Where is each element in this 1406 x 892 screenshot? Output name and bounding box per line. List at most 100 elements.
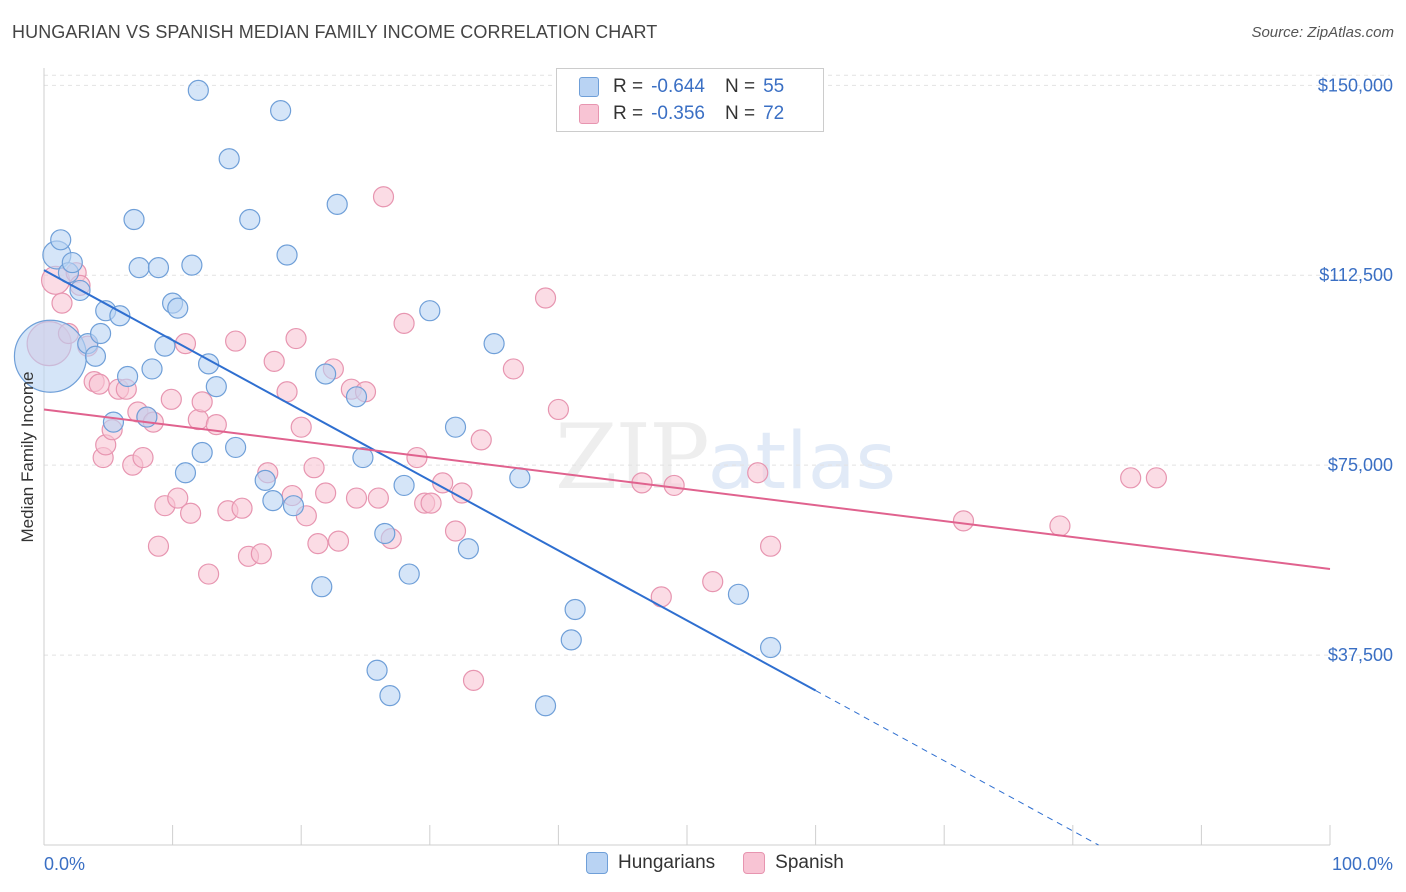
hungarians-point [116, 365, 139, 388]
y-tick-label: $37,500 [1328, 645, 1393, 665]
spanish-point [470, 429, 492, 451]
series-swatch-spanish [743, 852, 766, 874]
legend-r-label: R = [613, 103, 644, 124]
hungarians-point [727, 583, 750, 605]
spanish-point [747, 462, 769, 484]
hungarians-point [374, 522, 396, 545]
hungarians-point [225, 436, 247, 459]
legend-r-value: -0.644 [651, 76, 705, 97]
hungarians-point [254, 469, 276, 491]
spanish-point [147, 535, 170, 557]
spanish-point [393, 312, 415, 334]
trend-layer [43, 269, 1331, 846]
series-swatch-hungarians [586, 852, 608, 874]
hungarians-point [311, 576, 333, 598]
spanish-point [650, 586, 672, 608]
hungarians-point [128, 257, 150, 279]
legend-row-spanish: R = -0.356 N = 72 [579, 101, 784, 127]
spanish-point [327, 530, 350, 552]
spanish-point [315, 482, 337, 504]
spanish-point [132, 446, 154, 469]
label-layer: $37,500 $75,000 $112,500 $150,000 0.0% 100.0%… [18, 75, 1393, 874]
hungarians-point [191, 441, 213, 464]
spanish-point [444, 520, 467, 542]
legend-r-label: R = [613, 76, 644, 97]
spanish-point [160, 388, 182, 410]
x-tick-label: 0.0% [44, 854, 85, 874]
legend-swatch-spanish [579, 104, 599, 124]
axis-layer [43, 68, 1331, 846]
spanish-point [174, 333, 197, 355]
legend-n-label: N = [724, 103, 756, 124]
spanish-point [952, 510, 975, 532]
hungarians-point [759, 636, 782, 659]
spanish-point [1145, 467, 1167, 489]
hungarians-point [352, 446, 374, 469]
hungarians-point [205, 376, 227, 398]
hungarians-point [262, 490, 284, 512]
spanish-point [367, 487, 389, 509]
hungarians-point [483, 333, 505, 355]
watermark: ZIPatlas [555, 405, 896, 510]
hungarians-point [315, 363, 337, 385]
spanish-point [345, 487, 368, 509]
chart-title: HUNGARIAN VS SPANISH MEDIAN FAMILY INCOM… [12, 22, 658, 42]
hungarians-point [147, 257, 170, 279]
legend-n-value: 72 [763, 103, 785, 124]
hungarians-point [141, 358, 163, 380]
series-legend-hungarians[interactable]: Hungarians [586, 852, 715, 874]
hungarians-point [218, 148, 240, 170]
hungarians-point [564, 598, 586, 621]
hungarians-point [282, 495, 305, 517]
hungarians-point [181, 254, 203, 276]
hungarians-trendline [43, 269, 817, 692]
spanish-point [534, 287, 557, 309]
legend-n-label: N = [724, 76, 756, 97]
spanish-point [462, 669, 485, 692]
hungarians-point [167, 297, 189, 319]
x-tick-label: 100.0% [1332, 854, 1393, 874]
spanish-point [51, 292, 73, 314]
hungarians-point [123, 208, 145, 231]
legend-n-value: 55 [763, 76, 785, 97]
spanish-point [547, 398, 570, 421]
hungarians-point [326, 193, 348, 215]
spanish-point [88, 373, 110, 395]
watermark-atlas: atlas [707, 417, 897, 507]
hungarians-point [534, 695, 557, 717]
spanish-point [702, 571, 724, 593]
hungarians-point [393, 474, 415, 497]
hungarians-point [560, 629, 582, 651]
spanish-point [372, 186, 395, 208]
spanish-point [1049, 515, 1071, 537]
hungarians-point [444, 416, 467, 438]
hungarians-point [398, 563, 420, 585]
hungarians-point [89, 322, 112, 345]
hungarians-point [187, 79, 209, 101]
hungarians-point [174, 462, 197, 484]
hungarians-point [276, 244, 298, 266]
y-axis-label: Median Family Income [18, 371, 37, 542]
hungarians-point [50, 229, 72, 251]
hungarians-point [366, 659, 388, 681]
hungarians-point [239, 208, 261, 231]
spanish-point [1120, 467, 1142, 489]
hungarians-point [102, 411, 125, 433]
series-legend-spanish[interactable]: Spanish [743, 852, 844, 874]
spanish-point [759, 535, 782, 557]
spanish-trendline [43, 408, 1331, 570]
y-tick-label: $75,000 [1328, 455, 1393, 475]
spanish-point [663, 474, 685, 497]
legend-r-value: -0.356 [651, 103, 705, 124]
hungarians-point [419, 300, 441, 322]
spanish-point [263, 350, 285, 372]
hungarians-trendline-extension [815, 690, 1099, 846]
spanish-point [250, 543, 272, 565]
hungarians-point [509, 467, 531, 489]
grid-layer [44, 74, 1390, 656]
series-name-hungarians: Hungarians [618, 852, 716, 873]
spanish-point [198, 563, 220, 585]
spanish-point [303, 457, 325, 479]
spanish-point [187, 408, 209, 431]
